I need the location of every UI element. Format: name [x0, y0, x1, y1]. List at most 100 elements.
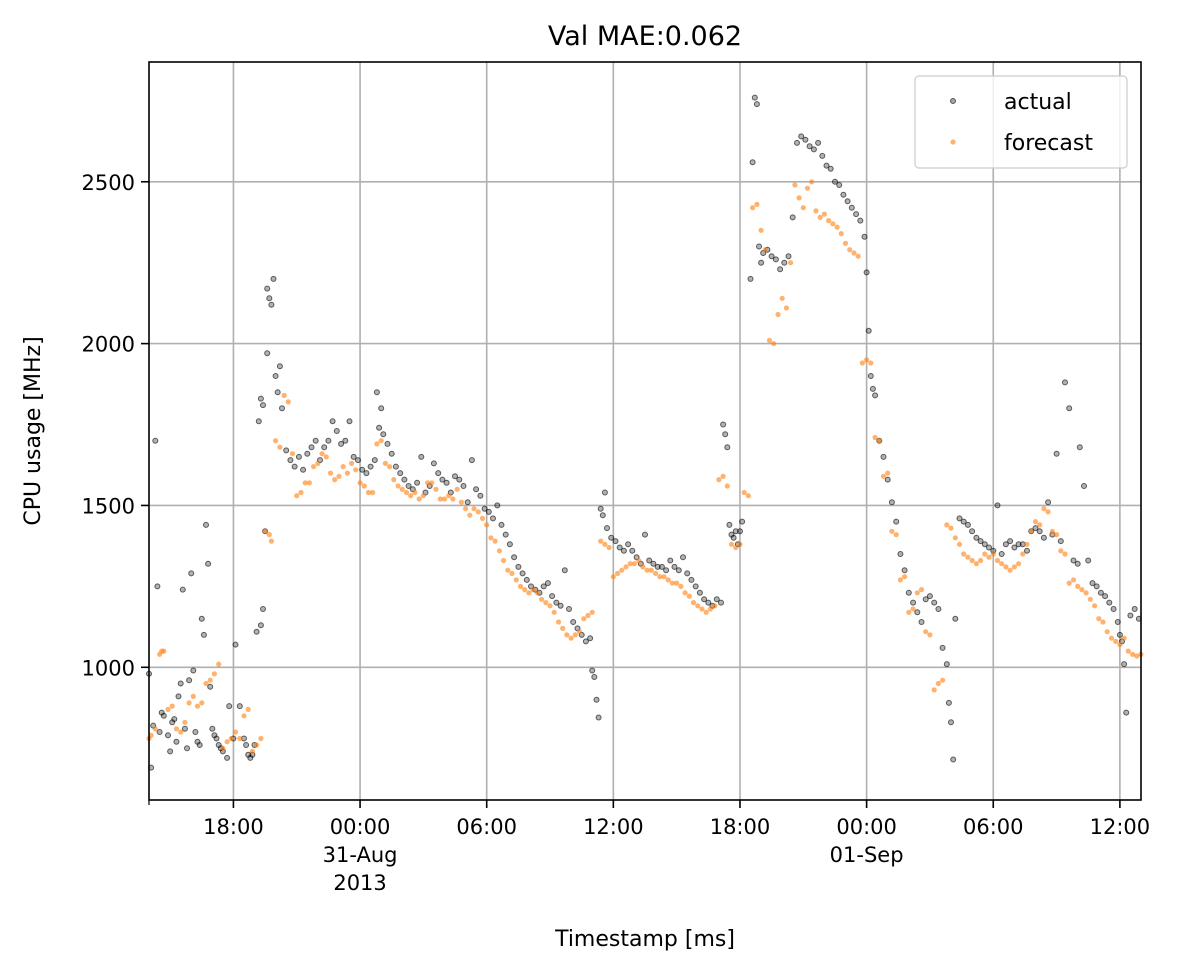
forecast-point	[741, 489, 747, 496]
forecast-point	[403, 489, 410, 496]
forecast-point	[249, 748, 255, 755]
forecast-point	[479, 515, 486, 522]
forecast-point	[425, 480, 431, 486]
forecast-point	[391, 477, 397, 483]
forecast-point	[872, 434, 878, 441]
legend-marker-forecast	[950, 139, 956, 145]
forecast-point	[779, 295, 785, 301]
forecast-point	[1062, 551, 1068, 557]
actual-point	[460, 483, 467, 489]
actual-point	[566, 606, 572, 612]
actual-point	[380, 431, 387, 438]
actual-point	[1076, 444, 1083, 451]
forecast-point	[289, 451, 296, 457]
actual-point	[371, 457, 378, 464]
forecast-point	[245, 706, 251, 713]
forecast-point	[454, 486, 460, 492]
actual-point	[388, 450, 395, 457]
actual-point	[321, 444, 328, 451]
actual-point	[1045, 499, 1052, 506]
x-tick-label-line: 12:00	[1090, 815, 1151, 839]
forecast-point	[986, 554, 992, 560]
forecast-point	[885, 470, 891, 476]
actual-point	[751, 94, 758, 101]
forecast-point	[918, 587, 925, 593]
actual-point	[612, 538, 619, 545]
actual-point	[443, 479, 450, 486]
forecast-point	[539, 596, 545, 602]
legend-box	[914, 75, 1128, 169]
forecast-point	[349, 460, 355, 466]
forecast-point	[1041, 506, 1047, 512]
actual-point	[264, 350, 271, 357]
forecast-point	[952, 535, 958, 541]
actual-point	[1114, 619, 1121, 625]
actual-point	[718, 599, 724, 606]
forecast-point	[395, 483, 401, 489]
forecast-point	[1058, 548, 1064, 554]
actual-point	[200, 631, 207, 638]
y-tick-label: 1000	[82, 656, 135, 680]
forecast-point	[707, 606, 714, 612]
actual-point	[789, 214, 796, 221]
actual-point	[777, 266, 784, 273]
forecast-point	[661, 574, 667, 580]
actual-point	[844, 198, 851, 205]
actual-point	[1106, 599, 1113, 606]
actual-point	[295, 453, 302, 460]
actual-point	[601, 489, 608, 496]
actual-point	[515, 563, 522, 570]
forecast-point	[513, 577, 519, 583]
forecast-point	[914, 590, 920, 596]
forecast-point	[433, 486, 439, 492]
actual-point	[722, 431, 729, 438]
actual-point	[1011, 544, 1018, 551]
actual-point	[490, 515, 496, 522]
y-tick-label: 2500	[82, 171, 135, 195]
forecast-point	[1079, 587, 1085, 593]
actual-point	[435, 470, 442, 477]
actual-point	[591, 674, 598, 680]
forecast-point	[306, 480, 312, 486]
actual-point	[519, 570, 526, 577]
actual-point	[1110, 606, 1117, 612]
actual-point	[175, 693, 182, 700]
actual-point	[152, 437, 159, 444]
forecast-point	[302, 480, 308, 486]
actual-point	[1066, 405, 1073, 412]
x-tick-label-line: 00:00	[836, 815, 897, 839]
actual-point	[557, 602, 564, 609]
forecast-point	[931, 687, 937, 693]
actual-point	[684, 570, 691, 577]
forecast-point	[1028, 528, 1034, 534]
actual-point	[291, 463, 298, 470]
actual-point	[268, 301, 275, 308]
forecast-point	[382, 460, 388, 466]
actual-point	[620, 547, 627, 554]
forecast-point	[724, 483, 730, 489]
forecast-point	[669, 580, 676, 586]
forecast-point	[258, 735, 264, 742]
actual-point	[171, 716, 178, 723]
actual-point	[257, 622, 264, 629]
forecast-point	[762, 247, 768, 253]
actual-point	[553, 599, 560, 606]
forecast-point	[551, 609, 557, 615]
forecast-point	[509, 570, 515, 577]
actual-point	[692, 583, 699, 590]
x-tick-label: 06:00	[963, 815, 1024, 839]
actual-point	[266, 295, 273, 302]
actual-point	[312, 437, 319, 444]
actual-point	[914, 609, 921, 616]
actual-point	[768, 253, 775, 260]
forecast-point	[750, 205, 756, 211]
forecast-point	[1037, 522, 1043, 528]
forecast-point	[1108, 635, 1115, 641]
actual-point	[865, 327, 872, 334]
forecast-point	[190, 693, 196, 700]
forecast-point	[560, 625, 566, 632]
actual-point	[918, 619, 925, 625]
actual-point	[561, 567, 568, 574]
actual-point	[367, 463, 374, 470]
forecast-point	[1032, 519, 1039, 525]
